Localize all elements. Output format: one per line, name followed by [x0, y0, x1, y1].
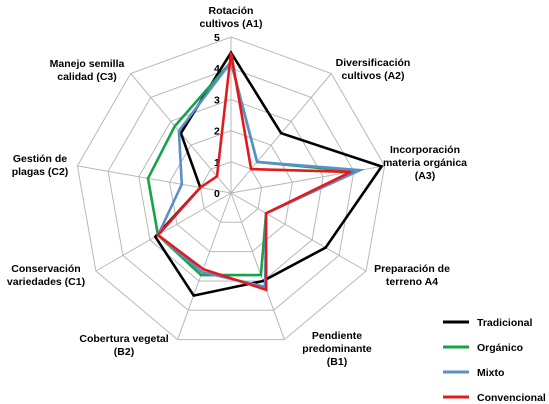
legend: Tradicional Orgánico Mixto Convencional	[443, 317, 546, 404]
spoke-C1	[95, 192, 232, 272]
axis-label-B1: Pendiente predominante (B1)	[302, 330, 372, 368]
axis-label-C3: Manejo semilla calidad (C3)	[50, 58, 125, 83]
tick-label-0: 0	[214, 188, 220, 200]
grid-ring-5	[76, 36, 386, 341]
axis-label-A3: Incorporación materia orgánica (A3)	[383, 144, 467, 182]
radial-tick-labels: 0 1 2 3 4 5	[214, 32, 220, 200]
grid-ring-1	[199, 161, 263, 223]
legend-label-org-nico: Orgánico	[477, 342, 523, 354]
grid-ring-3	[138, 98, 324, 282]
legend-label-tradicional: Tradicional	[477, 317, 533, 329]
series-tradicional	[153, 50, 384, 298]
tick-label-1: 1	[214, 157, 220, 169]
axis-labels: Rotación cultivos (A1) Diversificación cult…	[7, 5, 467, 368]
spoke-B2	[177, 192, 232, 340]
legend-label-mixto: Mixto	[477, 367, 504, 379]
axis-label-A1: Rotación cultivos (A1)	[199, 5, 262, 30]
series-convencional	[156, 52, 352, 292]
axis-label-C1: Conservación variedades (C1)	[7, 263, 85, 288]
spoke-A4	[230, 192, 367, 272]
grid-ring-4	[107, 67, 355, 311]
axis-label-B2: Cobertura vegetal (B2)	[79, 333, 168, 358]
radar-series	[146, 50, 384, 298]
spoke-C2	[77, 165, 232, 194]
tick-label-5: 5	[214, 32, 220, 44]
axis-label-C2: Gestión de plagas (C2)	[12, 153, 69, 178]
tick-label-3: 3	[214, 94, 220, 106]
tick-label-2: 2	[214, 126, 220, 138]
axis-label-A4: Preparación de terreno A4	[374, 263, 450, 288]
tick-label-4: 4	[214, 63, 220, 75]
axis-label-A2: Diversificación cultivos (A2)	[336, 57, 411, 82]
spoke-B1	[230, 192, 285, 340]
legend-label-convencional: Convencional	[477, 392, 546, 404]
